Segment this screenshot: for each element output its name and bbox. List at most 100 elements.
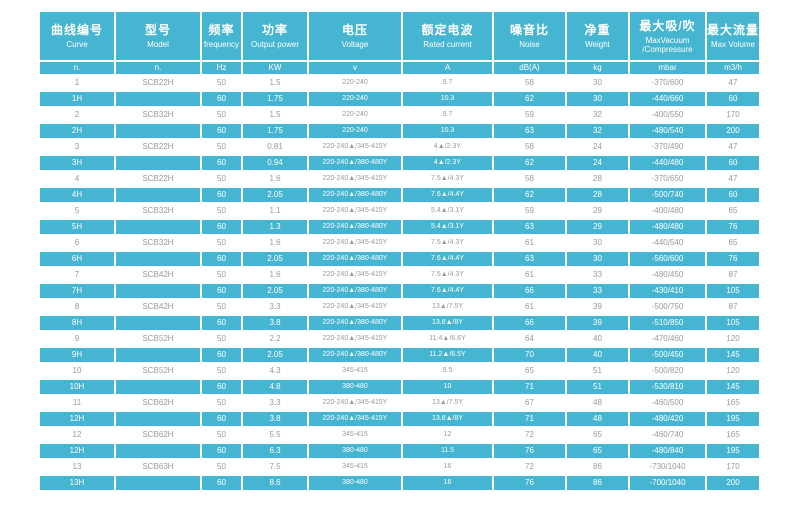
cell-curve: 7H — [40, 284, 114, 298]
cell-weight: 30 — [567, 76, 628, 90]
cell-vacuum: -500/820 — [630, 364, 705, 378]
cell-frequency: 50 — [202, 172, 241, 186]
cell-weight: 32 — [567, 108, 628, 122]
cell-current: 12 — [403, 428, 492, 442]
cell-volume: 65 — [707, 236, 760, 250]
cell-power: 5.5 — [243, 428, 307, 442]
cell-volume: 170 — [707, 108, 760, 122]
cell-current: 10 — [403, 380, 492, 394]
cell-weight: 40 — [567, 332, 628, 346]
header-label-zh: 额定电波 — [421, 23, 474, 37]
cell-noise: 71 — [494, 380, 565, 394]
cell-curve: 3H — [40, 156, 114, 170]
table-row: 4 SCB22H 50 1.6 220-240▲/345-415Y 7.5▲/4.3Y 58… — [40, 172, 760, 186]
cell-curve: 9 — [40, 332, 114, 346]
cell-noise: 72 — [494, 460, 565, 474]
cell-model: SCB52H — [116, 332, 200, 346]
cell-volume: 76 — [707, 220, 760, 234]
cell-volume: 87 — [707, 300, 760, 314]
table-row: 12H 60 3.8 220-240▲/345-415Y 13.8▲/8Y 71 48 -48… — [40, 412, 760, 426]
cell-power: 2.05 — [243, 348, 307, 362]
table-row: 8H 60 3.8 220-240▲/380-480Y 13.8▲/8Y 66 39 -510… — [40, 316, 760, 330]
cell-current: 13.8▲/8Y — [403, 412, 492, 426]
cell-power: 8.6 — [243, 476, 307, 490]
cell-current: 9.5 — [403, 364, 492, 378]
cell-volume: 105 — [707, 284, 760, 298]
cell-frequency: 50 — [202, 300, 241, 314]
cell-voltage: 380-480 — [309, 380, 401, 394]
cell-voltage: 220-240▲/380-480Y — [309, 348, 401, 362]
cell-power: 2.05 — [243, 252, 307, 266]
cell-volume: 120 — [707, 332, 760, 346]
cell-curve: 13H — [40, 476, 114, 490]
cell-vacuum: -400/550 — [630, 108, 705, 122]
cell-voltage: 220-240 — [309, 108, 401, 122]
table-row: 5 SCB32H 50 1.1 220-240▲/345-415Y 5.4▲/3.1Y 59… — [40, 204, 760, 218]
cell-model — [116, 444, 200, 458]
header-label-en: Voltage — [341, 40, 369, 49]
cell-power: 1.6 — [243, 268, 307, 282]
cell-noise: 66 — [494, 284, 565, 298]
unit-cell-vacuum: mbar — [630, 62, 705, 74]
cell-power: 7.5 — [243, 460, 307, 474]
cell-volume: 47 — [707, 76, 760, 90]
cell-volume: 145 — [707, 380, 760, 394]
cell-power: 3.3 — [243, 300, 307, 314]
cell-weight: 51 — [567, 364, 628, 378]
cell-power: 1.6 — [243, 236, 307, 250]
cell-voltage: 220-240▲/380-480Y — [309, 156, 401, 170]
cell-current: 11.5 — [403, 444, 492, 458]
cell-frequency: 50 — [202, 76, 241, 90]
cell-model — [116, 188, 200, 202]
header-label-zh: 频率 — [208, 23, 235, 37]
cell-weight: 39 — [567, 316, 628, 330]
header-label-zh: 最大流量 — [707, 23, 760, 37]
cell-curve: 7 — [40, 268, 114, 282]
unit-cell-noise: dB(A) — [494, 62, 565, 74]
cell-frequency: 50 — [202, 364, 241, 378]
header-cell-model: 型号 Model — [116, 12, 200, 60]
header-label-en: MaxVacuum /Compressure — [642, 35, 693, 54]
cell-frequency: 60 — [202, 124, 241, 138]
cell-voltage: 220-240▲/380-480Y — [309, 188, 401, 202]
cell-vacuum: -370/600 — [630, 76, 705, 90]
cell-power: 4.3 — [243, 364, 307, 378]
cell-noise: 61 — [494, 268, 565, 282]
cell-frequency: 60 — [202, 444, 241, 458]
cell-current: 13▲/7.5Y — [403, 300, 492, 314]
cell-model: SCB32H — [116, 108, 200, 122]
table-row: 10 SCB52H 50 4.3 345-415 9.5 65 51 -500/820 120 — [40, 364, 760, 378]
cell-noise: 76 — [494, 476, 565, 490]
cell-vacuum: -370/650 — [630, 172, 705, 186]
cell-volume: 65 — [707, 204, 760, 218]
cell-current: 9.7 — [403, 76, 492, 90]
cell-curve: 2 — [40, 108, 114, 122]
cell-power: 3.8 — [243, 316, 307, 330]
cell-weight: 86 — [567, 476, 628, 490]
cell-power: 2.05 — [243, 284, 307, 298]
cell-current: 11.2▲/6.5Y — [403, 348, 492, 362]
cell-model: SCB52H — [116, 364, 200, 378]
header-label-zh: 最大吸/吹 — [639, 18, 696, 33]
cell-vacuum: -730/1040 — [630, 460, 705, 474]
cell-frequency: 60 — [202, 412, 241, 426]
table-row: 13 SCB63H 50 7.5 345-415 16 72 86 -730/1040 170 — [40, 460, 760, 474]
cell-model — [116, 316, 200, 330]
cell-power: 6.3 — [243, 444, 307, 458]
cell-model — [116, 412, 200, 426]
cell-current: 7.5▲/4.3Y — [403, 236, 492, 250]
cell-vacuum: -560/600 — [630, 252, 705, 266]
cell-power: 1.5 — [243, 108, 307, 122]
cell-frequency: 50 — [202, 396, 241, 410]
cell-voltage: 220-240▲/345-415Y — [309, 332, 401, 346]
table-row: 10H 60 4.8 380-480 10 71 51 -530/810 145 — [40, 380, 760, 394]
cell-vacuum: -480/540 — [630, 124, 705, 138]
cell-voltage: 220-240▲/345-415Y — [309, 268, 401, 282]
cell-weight: 24 — [567, 140, 628, 154]
table-row: 7 SCB42H 50 1.6 220-240▲/345-415Y 7.5▲/4.3Y 61… — [40, 268, 760, 282]
cell-noise: 66 — [494, 316, 565, 330]
cell-weight: 24 — [567, 156, 628, 170]
table-row: 1H 60 1.75 220-240 10.3 62 30 -440/660 60 — [40, 92, 760, 106]
table-body: 1 SCB22H 50 1.5 220-240 9.7 58 30 -370/600 47 1H 60… — [40, 76, 760, 490]
